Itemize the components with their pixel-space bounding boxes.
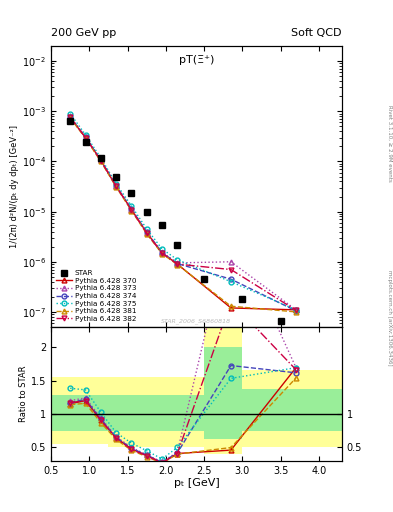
Pythia 6.428 381 xyxy=(68,115,73,121)
Pythia 6.428 382 xyxy=(144,230,149,236)
Pythia 6.428 374 xyxy=(129,206,134,212)
Line: Pythia 6.428 375: Pythia 6.428 375 xyxy=(68,111,298,312)
Pythia 6.428 373 xyxy=(83,134,88,140)
Text: 200 GeV pp: 200 GeV pp xyxy=(51,28,116,38)
Pythia 6.428 373 xyxy=(144,229,149,235)
Legend: STAR, Pythia 6.428 370, Pythia 6.428 373, Pythia 6.428 374, Pythia 6.428 375, Py: STAR, Pythia 6.428 370, Pythia 6.428 373… xyxy=(55,269,138,324)
STAR xyxy=(202,276,206,282)
Line: Pythia 6.428 373: Pythia 6.428 373 xyxy=(68,114,298,312)
Pythia 6.428 381 xyxy=(175,262,180,268)
Text: Rivet 3.1.10, ≥ 2.9M events: Rivet 3.1.10, ≥ 2.9M events xyxy=(387,105,392,182)
Pythia 6.428 374 xyxy=(294,308,298,314)
STAR xyxy=(278,318,283,325)
Pythia 6.428 382 xyxy=(99,158,103,164)
STAR xyxy=(129,190,134,197)
STAR xyxy=(83,138,88,144)
Pythia 6.428 382 xyxy=(294,307,298,313)
Y-axis label: Ratio to STAR: Ratio to STAR xyxy=(19,366,28,422)
Line: Pythia 6.428 370: Pythia 6.428 370 xyxy=(68,115,298,312)
Pythia 6.428 375 xyxy=(175,257,180,263)
Pythia 6.428 373 xyxy=(68,114,73,120)
Pythia 6.428 375 xyxy=(229,279,233,285)
Pythia 6.428 382 xyxy=(175,261,180,267)
Pythia 6.428 375 xyxy=(83,132,88,138)
Pythia 6.428 381 xyxy=(114,184,119,190)
STAR xyxy=(175,242,180,248)
Pythia 6.428 382 xyxy=(83,135,88,141)
Pythia 6.428 374 xyxy=(83,134,88,140)
Pythia 6.428 382 xyxy=(160,250,164,257)
Pythia 6.428 373 xyxy=(99,157,103,163)
Pythia 6.428 375 xyxy=(68,111,73,117)
Pythia 6.428 374 xyxy=(144,229,149,236)
STAR xyxy=(114,174,119,180)
Pythia 6.428 374 xyxy=(160,249,164,255)
X-axis label: pₜ [GeV]: pₜ [GeV] xyxy=(174,478,219,488)
Pythia 6.428 374 xyxy=(68,114,73,120)
Pythia 6.428 375 xyxy=(160,246,164,252)
STAR xyxy=(68,118,73,124)
Pythia 6.428 381 xyxy=(160,250,164,257)
Line: Pythia 6.428 382: Pythia 6.428 382 xyxy=(68,115,298,313)
STAR xyxy=(99,155,103,161)
Pythia 6.428 374 xyxy=(114,183,119,189)
Pythia 6.428 373 xyxy=(229,259,233,265)
Y-axis label: 1/(2π) d²N/(pₜ dy dpₜ) [GeV⁻²]: 1/(2π) d²N/(pₜ dy dpₜ) [GeV⁻²] xyxy=(10,125,19,248)
Text: Soft QCD: Soft QCD xyxy=(292,28,342,38)
Text: STAR_2006_S6860818: STAR_2006_S6860818 xyxy=(162,318,231,324)
Line: STAR: STAR xyxy=(67,117,284,325)
STAR xyxy=(144,208,149,215)
Pythia 6.428 382 xyxy=(68,114,73,120)
Pythia 6.428 375 xyxy=(144,226,149,232)
Pythia 6.428 370 xyxy=(144,229,149,236)
Pythia 6.428 370 xyxy=(160,250,164,256)
Pythia 6.428 373 xyxy=(129,205,134,211)
Pythia 6.428 381 xyxy=(294,309,298,315)
Pythia 6.428 381 xyxy=(99,158,103,164)
Pythia 6.428 375 xyxy=(129,203,134,209)
Pythia 6.428 382 xyxy=(114,183,119,189)
Line: Pythia 6.428 381: Pythia 6.428 381 xyxy=(68,115,298,314)
Pythia 6.428 381 xyxy=(129,207,134,214)
Text: pT(Ξ⁺): pT(Ξ⁺) xyxy=(179,54,214,65)
Pythia 6.428 370 xyxy=(83,135,88,141)
Pythia 6.428 370 xyxy=(129,206,134,212)
Pythia 6.428 370 xyxy=(114,183,119,189)
Pythia 6.428 374 xyxy=(175,261,180,267)
Pythia 6.428 370 xyxy=(294,307,298,313)
Pythia 6.428 374 xyxy=(99,157,103,163)
Pythia 6.428 382 xyxy=(129,207,134,213)
Pythia 6.428 382 xyxy=(229,266,233,272)
Pythia 6.428 381 xyxy=(83,135,88,141)
Pythia 6.428 373 xyxy=(114,183,119,189)
Pythia 6.428 373 xyxy=(294,307,298,313)
Pythia 6.428 370 xyxy=(99,157,103,163)
Pythia 6.428 375 xyxy=(294,307,298,313)
Line: Pythia 6.428 374: Pythia 6.428 374 xyxy=(68,115,298,313)
Pythia 6.428 370 xyxy=(175,261,180,267)
STAR xyxy=(240,296,245,302)
Pythia 6.428 373 xyxy=(175,260,180,266)
Text: mcplots.cern.ch [arXiv:1306.3436]: mcplots.cern.ch [arXiv:1306.3436] xyxy=(387,270,392,365)
Pythia 6.428 370 xyxy=(229,305,233,311)
Pythia 6.428 370 xyxy=(68,115,73,121)
Pythia 6.428 375 xyxy=(99,155,103,161)
Pythia 6.428 374 xyxy=(229,276,233,282)
STAR xyxy=(160,222,164,228)
Pythia 6.428 373 xyxy=(160,249,164,255)
Pythia 6.428 375 xyxy=(114,181,119,187)
Pythia 6.428 381 xyxy=(144,231,149,237)
Pythia 6.428 381 xyxy=(229,303,233,309)
